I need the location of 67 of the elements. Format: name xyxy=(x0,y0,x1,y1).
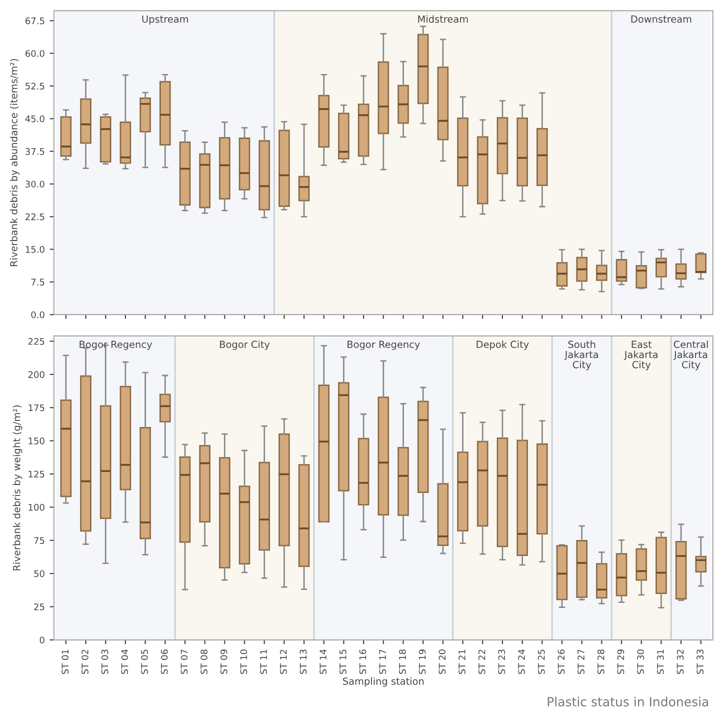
x-tick-label: ST 07 xyxy=(180,650,188,674)
y-axis-title: Riverbank debris by weight (g/m²) xyxy=(12,405,22,570)
x-tick-label: ST 29 xyxy=(617,650,624,674)
x-tick-label: ST 03 xyxy=(101,650,108,674)
y-tick-label: 52.5 xyxy=(26,82,44,90)
x-tick-label: ST 08 xyxy=(200,650,208,674)
y-tick-label: 30.0 xyxy=(26,180,44,188)
x-tick-label: ST 04 xyxy=(121,649,128,674)
x-tick-label: ST 11 xyxy=(260,650,267,674)
y-tick-label: 200 xyxy=(28,371,44,378)
x-tick-label: ST 21 xyxy=(458,650,466,674)
x-tick-label: ST 23 xyxy=(498,650,506,674)
y-tick-label: 67.5 xyxy=(26,17,44,24)
x-tick-label: ST 19 xyxy=(418,650,426,674)
y-tick-label: 150 xyxy=(28,438,44,444)
x-tick-label: ST 13 xyxy=(300,650,307,674)
band-label: Midstream xyxy=(418,15,468,23)
band-label: Central Jakarta City xyxy=(673,340,708,370)
y-tick-label: 37.5 xyxy=(26,148,44,155)
y-tick-label: 75 xyxy=(34,537,44,544)
band-label: Bogor Regency xyxy=(80,340,152,350)
x-axis-title: Sampling station xyxy=(343,677,424,687)
band-label: Bogor City xyxy=(220,340,270,350)
x-tick-label: ST 12 xyxy=(280,650,287,674)
x-tick-label: ST 01 xyxy=(62,650,69,674)
y-tick-label: 45.0 xyxy=(25,115,44,122)
x-tick-label: ST 17 xyxy=(379,650,386,674)
band-label: East Jakarta City xyxy=(624,340,658,370)
x-tick-label: ST 06 xyxy=(160,649,168,674)
x-tick-label: ST 26 xyxy=(558,649,565,674)
y-tick-label: 50 xyxy=(34,570,44,578)
x-tick-label: ST 31 xyxy=(657,650,664,674)
x-tick-label: ST 27 xyxy=(578,650,584,674)
y-tick-label: 100 xyxy=(28,504,44,511)
y-tick-label: 0.0 xyxy=(31,311,44,318)
x-tick-label: ST 32 xyxy=(676,650,684,674)
band-label: Downstream xyxy=(631,16,692,23)
x-tick-label: ST 25 xyxy=(538,650,545,674)
y-tick-label: 0 xyxy=(40,636,44,644)
y-tick-label: 175 xyxy=(28,404,44,412)
band-label: Upstream xyxy=(142,16,188,25)
y-tick-label: 25 xyxy=(34,603,44,610)
x-tick-label: ST 09 xyxy=(220,650,228,674)
y-tick-label: 22.5 xyxy=(26,213,44,220)
band-label: Bogor Regency xyxy=(348,340,420,350)
x-tick-label: ST 33 xyxy=(696,650,704,674)
x-tick-label: ST 18 xyxy=(399,650,406,674)
y-tick-label: 125 xyxy=(28,470,44,478)
x-tick-label: ST 14 xyxy=(320,649,326,674)
x-tick-label: ST 22 xyxy=(478,650,486,674)
x-tick-label: ST 15 xyxy=(340,650,346,674)
text: Plastic status in Indonesia xyxy=(548,696,708,706)
band-label: South Jakarta City xyxy=(564,340,598,370)
band-label: Depok City xyxy=(476,340,529,350)
x-tick-label: ST 30 xyxy=(637,650,644,674)
y-tick-label: 60.0 xyxy=(26,50,44,57)
y-tick-label: 15.0 xyxy=(26,246,44,253)
y-axis-title: Riverbank debris by abundance (items/m²) xyxy=(10,59,20,266)
x-tick-label: ST 10 xyxy=(240,650,248,674)
x-tick-label: ST 24 xyxy=(518,649,525,674)
x-tick-label: ST 20 xyxy=(438,650,446,674)
x-tick-label: ST 28 xyxy=(597,650,604,674)
x-tick-label: ST 16 xyxy=(359,649,366,674)
y-tick-label: 7.5 xyxy=(31,278,44,286)
y-tick-label: 225 xyxy=(28,338,44,345)
x-tick-label: ST 05 xyxy=(141,650,148,674)
x-tick-label: ST 02 xyxy=(82,650,88,674)
